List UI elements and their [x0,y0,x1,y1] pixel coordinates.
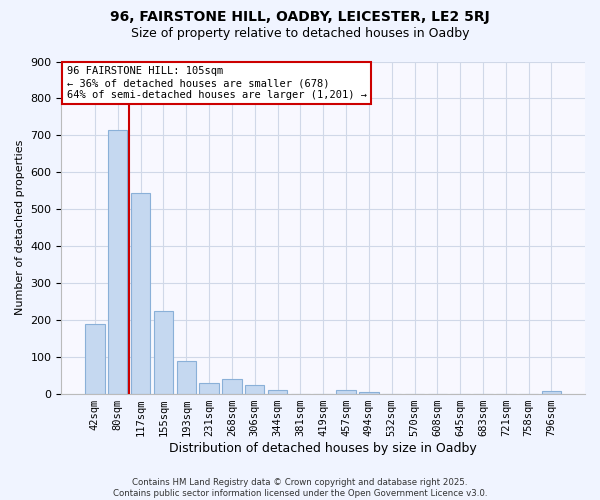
X-axis label: Distribution of detached houses by size in Oadby: Distribution of detached houses by size … [169,442,477,455]
Bar [108,130,127,394]
Text: 96, FAIRSTONE HILL, OADBY, LEICESTER, LE2 5RJ: 96, FAIRSTONE HILL, OADBY, LEICESTER, LE… [110,10,490,24]
Bar [154,311,173,394]
Bar [268,390,287,394]
Bar [542,391,561,394]
Bar [85,324,104,394]
Bar [245,385,265,394]
Bar [131,192,150,394]
Text: 96 FAIRSTONE HILL: 105sqm
← 36% of detached houses are smaller (678)
64% of semi: 96 FAIRSTONE HILL: 105sqm ← 36% of detac… [67,66,367,100]
Text: Contains HM Land Registry data © Crown copyright and database right 2025.
Contai: Contains HM Land Registry data © Crown c… [113,478,487,498]
Text: Size of property relative to detached houses in Oadby: Size of property relative to detached ho… [131,28,469,40]
Bar [176,361,196,394]
Y-axis label: Number of detached properties: Number of detached properties [15,140,25,316]
Bar [359,392,379,394]
Bar [199,383,219,394]
Bar [337,390,356,394]
Bar [222,380,242,394]
